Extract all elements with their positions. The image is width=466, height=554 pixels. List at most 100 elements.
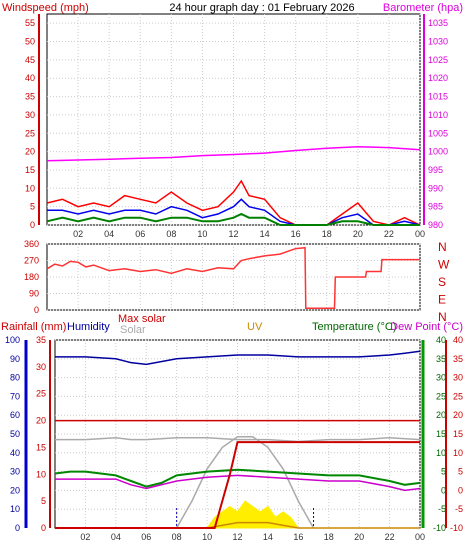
solar-series	[206, 500, 300, 529]
windspeed-tick-label: 50	[25, 37, 35, 47]
rain-x-tick-label: 22	[385, 532, 395, 542]
windspeed-tick-label: 35	[25, 92, 35, 102]
rain-x-tick-label: 16	[293, 532, 303, 542]
windspeed-tick-label: 15	[25, 165, 35, 175]
direction-tick-label: 270	[24, 256, 39, 266]
temperature-tick-label: 10	[436, 448, 446, 458]
humidity-tick-label: 90	[10, 354, 20, 364]
rainfall-tick-label: 20	[36, 416, 46, 426]
windspeed-tick-label: 55	[25, 18, 35, 28]
direction-tick-label: 180	[24, 272, 39, 282]
humidity-axis-title: Humidity	[67, 321, 110, 333]
wind-x-tick-label: 22	[384, 229, 394, 239]
rainfall-tick-label: 0	[41, 523, 46, 533]
wind-x-tick-label: 10	[197, 229, 207, 239]
barometer-tick-label: 1000	[428, 147, 448, 157]
compass-label: N	[438, 310, 447, 324]
direction-tick-label: 360	[24, 239, 39, 249]
barometer-axis-title: Barometer (hpa)	[383, 2, 463, 14]
barometer-tick-label: 990	[428, 183, 443, 193]
rainfall-tick-label: 5	[41, 496, 46, 506]
dewpoint-tick-label: -5	[455, 504, 463, 514]
max-solar-legend: Max solar	[118, 313, 166, 325]
compass-label: E	[438, 293, 446, 307]
wind-x-tick-label: 20	[353, 229, 363, 239]
compass-label: S	[438, 275, 446, 289]
barometer-tick-label: 1035	[428, 18, 448, 28]
humidity-tick-label: 100	[5, 335, 20, 345]
rain-total-series	[55, 441, 420, 529]
barometer-tick-label: 1025	[428, 55, 448, 65]
rain-x-tick-label: 04	[111, 532, 121, 542]
rainfall-axis-title: Rainfall (mm)	[1, 321, 66, 333]
barometer-tick-label: 985	[428, 202, 443, 212]
wind-gust-series	[46, 179, 421, 226]
wind-x-tick-label: 16	[291, 229, 301, 239]
wind-direction-series	[46, 246, 420, 309]
dewpoint-tick-label: 5	[458, 467, 463, 477]
humidity-tick-label: 20	[10, 485, 20, 495]
dewpoint-tick-label: 10	[453, 448, 463, 458]
wind-x-tick-label: 00	[415, 229, 425, 239]
temperature-tick-label: 40	[436, 335, 446, 345]
rain-x-tick-label: 14	[263, 532, 273, 542]
barometer-tick-label: 1005	[428, 128, 448, 138]
windspeed-tick-label: 20	[25, 147, 35, 157]
wind-x-tick-label: 02	[73, 229, 83, 239]
barometer-tick-label: 1010	[428, 110, 448, 120]
windspeed-tick-label: 5	[30, 202, 35, 212]
chart-title: 24 hour graph day : 01 February 2026	[169, 2, 354, 14]
rainfall-tick-label: 30	[36, 362, 46, 372]
direction-tick-label: 90	[29, 289, 39, 299]
compass-label: W	[438, 258, 450, 272]
temperature-axis-title: Temperature (°C)	[312, 321, 396, 333]
humidity-tick-label: 30	[10, 467, 20, 477]
barometer-tick-label: 1020	[428, 73, 448, 83]
barometer-tick-label: 995	[428, 165, 443, 175]
temperature-tick-label: 15	[436, 429, 446, 439]
windspeed-tick-label: 45	[25, 55, 35, 65]
dewpoint-tick-label: 20	[453, 410, 463, 420]
compass-label: N	[438, 240, 447, 254]
direction-tick-label: 0	[34, 305, 39, 315]
temperature-tick-label: 35	[436, 354, 446, 364]
dewpoint-tick-label: 40	[453, 335, 463, 345]
barometer-tick-label: 980	[428, 220, 443, 230]
rain-x-tick-label: 18	[324, 532, 334, 542]
rainfall-tick-label: 35	[36, 335, 46, 345]
windspeed-tick-label: 30	[25, 110, 35, 120]
rainfall-tick-label: 25	[36, 389, 46, 399]
humidity-tick-label: 50	[10, 429, 20, 439]
wind-x-tick-label: 18	[322, 229, 332, 239]
temperature-series	[54, 468, 421, 488]
uv-legend: UV	[247, 321, 263, 333]
dewpoint-series	[55, 474, 421, 492]
dewpoint-tick-label: 30	[453, 373, 463, 383]
wind-x-tick-label: 06	[135, 229, 145, 239]
temperature-tick-label: 25	[436, 391, 446, 401]
rainfall-tick-label: 10	[36, 469, 46, 479]
windspeed-tick-label: 0	[30, 220, 35, 230]
grey-series	[55, 437, 421, 443]
rain-x-tick-label: 12	[232, 532, 242, 542]
rain-x-tick-label: 00	[415, 532, 425, 542]
dewpoint-tick-label: 0	[458, 485, 463, 495]
temperature-tick-label: -10	[433, 523, 446, 533]
rain-x-tick-label: 06	[141, 532, 151, 542]
wind-average-series	[47, 198, 421, 226]
windspeed-tick-label: 10	[25, 183, 35, 193]
dewpoint-tick-label: 15	[453, 429, 463, 439]
wind-x-tick-label: 14	[260, 229, 270, 239]
windspeed-tick-label: 40	[25, 73, 35, 83]
barometer-tick-label: 1030	[428, 37, 448, 47]
dewpoint-tick-label: 35	[453, 354, 463, 364]
humidity-tick-label: 60	[10, 410, 20, 420]
rain-x-tick-label: 02	[80, 532, 90, 542]
solar-legend: Solar	[120, 324, 146, 336]
wind-x-tick-label: 08	[166, 229, 176, 239]
rain-x-tick-label: 20	[354, 532, 364, 542]
temperature-tick-label: -5	[438, 504, 446, 514]
dewpoint-tick-label: -10	[450, 523, 463, 533]
wind-x-tick-label: 04	[104, 229, 114, 239]
